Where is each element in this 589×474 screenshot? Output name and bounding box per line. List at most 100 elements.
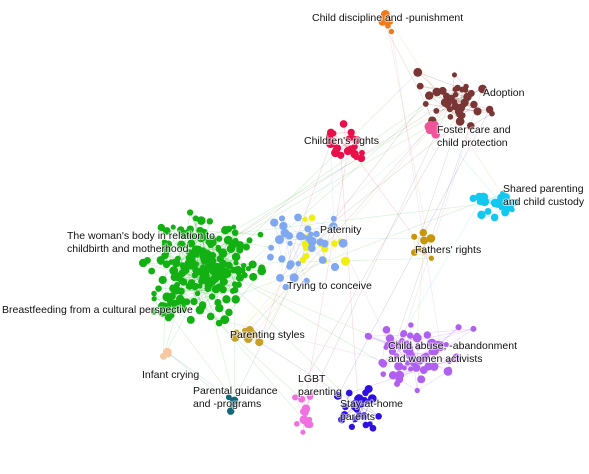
node [380,9,390,19]
node [478,84,487,94]
node [209,264,216,271]
node [176,305,184,313]
cluster-label: Foster care and [437,124,511,136]
node [466,122,475,130]
node [423,331,432,339]
edge [402,328,474,336]
node [383,344,389,350]
node [186,225,194,233]
node [242,243,250,251]
node [477,210,486,220]
node [193,251,200,258]
node [215,246,222,253]
node [455,117,465,126]
node [167,311,175,319]
node [330,130,337,137]
node [308,243,315,250]
cluster-label: Breastfeeding from a cultural perspectiv… [2,304,193,316]
edge [223,254,236,285]
node [362,421,370,429]
edge [153,293,170,305]
node [505,201,515,210]
node [426,234,436,243]
cluster-label: child protection [437,137,508,149]
cluster-label: Parental guidance [193,385,278,397]
node [501,208,510,217]
node [158,308,167,317]
node [303,277,310,285]
edge [167,351,233,406]
edge [294,107,462,398]
node [186,259,193,266]
edge [297,154,355,218]
node [295,260,302,267]
node [447,114,454,120]
node [360,412,368,420]
cluster-label: and -programs [193,398,261,410]
node [382,325,391,334]
node [170,224,176,230]
node [163,250,170,256]
cluster-label: parenting [298,386,342,398]
node [438,86,447,95]
node [420,236,429,245]
cluster-label: Infant crying [142,369,199,381]
edge [382,347,401,375]
node [198,301,207,309]
node [180,263,189,272]
node [419,366,428,375]
node [394,361,404,371]
node [294,213,302,222]
node [191,272,199,279]
node [388,340,397,350]
node [155,285,162,292]
node [338,238,348,248]
node [339,120,348,128]
edge [303,151,349,412]
edge [385,14,432,259]
edge [212,93,472,243]
cluster-label: Fathers' rights [415,244,481,256]
node [230,396,239,405]
node [386,18,394,25]
node [225,271,231,278]
node [143,256,151,264]
node [173,272,183,282]
node [242,329,249,336]
node [395,370,405,380]
cluster-label: LGBT [298,373,326,385]
node [348,423,355,430]
node [359,149,365,156]
node [470,325,477,332]
node [385,334,395,343]
edge [414,102,466,253]
node [496,197,502,204]
node [452,91,459,98]
node [231,224,237,230]
node [484,207,492,215]
node [419,228,428,237]
node [215,303,224,313]
node [428,255,435,261]
node [459,112,466,119]
cluster-label: and women activists [388,353,483,365]
cluster-label: childbirth and motherhood [67,243,189,255]
node [304,225,312,233]
node [412,363,421,372]
node [500,190,506,197]
node [222,295,231,304]
node [397,345,403,351]
edge [202,278,235,401]
node [214,298,222,307]
node [151,290,157,297]
node [186,209,194,216]
node [341,403,349,411]
node [200,233,208,241]
node [231,252,241,262]
node [463,83,469,90]
edge [147,241,210,261]
node [220,315,230,325]
edge [470,113,493,127]
node [459,86,466,93]
node [375,412,382,420]
